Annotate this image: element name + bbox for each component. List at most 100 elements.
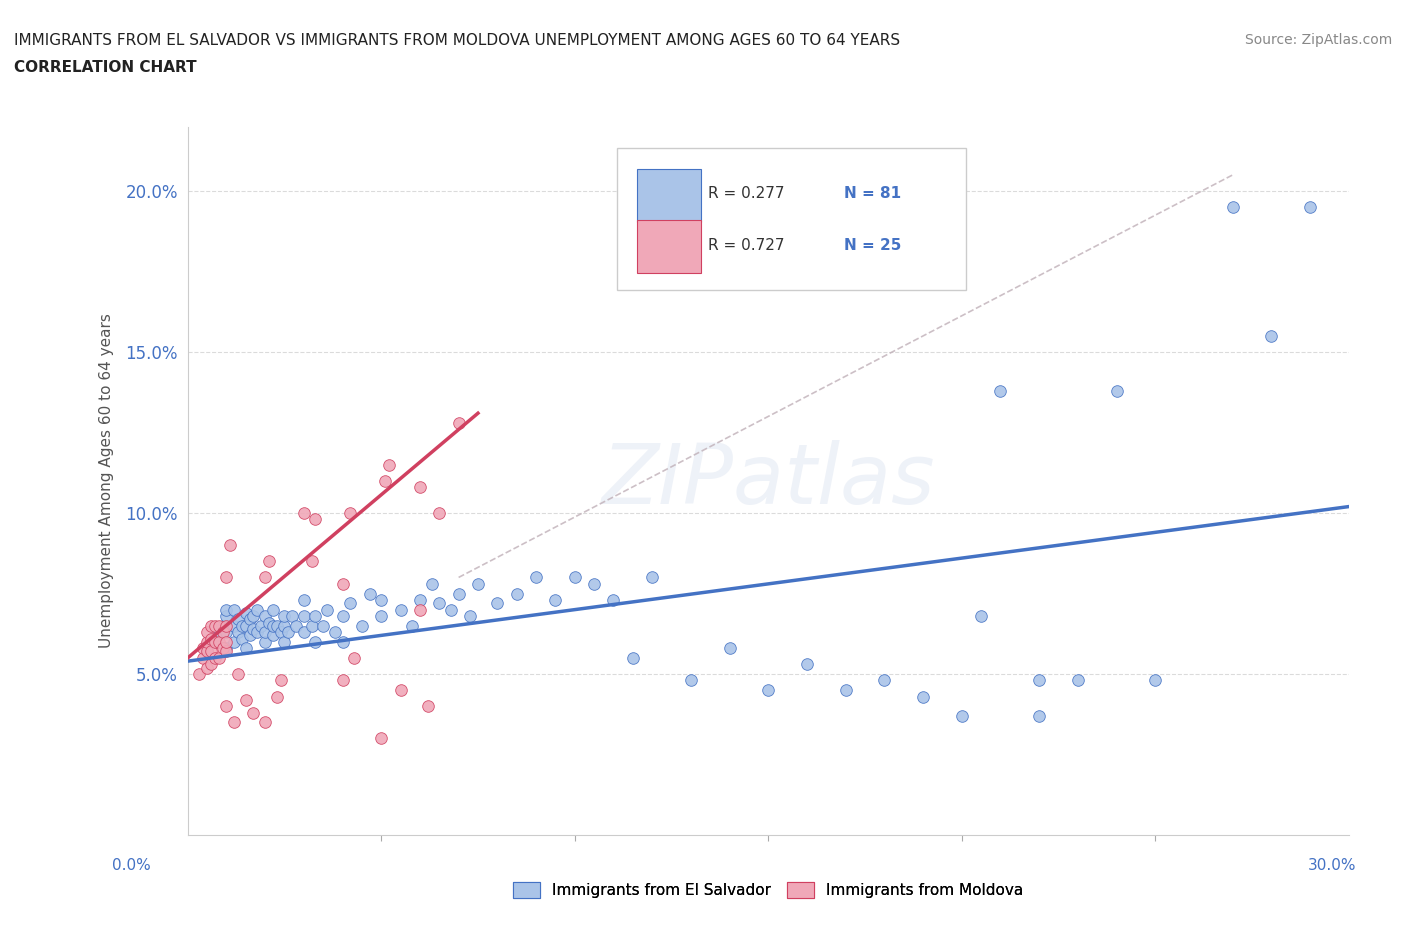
Point	[246, 603, 269, 618]
Point	[257, 615, 280, 630]
Point	[254, 625, 277, 640]
Point	[970, 608, 993, 623]
FancyBboxPatch shape	[637, 220, 702, 273]
Point	[370, 592, 392, 607]
Point	[211, 625, 233, 640]
Point	[224, 618, 246, 633]
Point	[359, 586, 381, 601]
Text: ZIPatlas: ZIPatlas	[602, 440, 935, 522]
Point	[389, 603, 412, 618]
Point	[204, 618, 226, 633]
Point	[215, 625, 238, 640]
Point	[420, 577, 443, 591]
Point	[239, 612, 262, 627]
Point	[235, 605, 257, 620]
Point	[374, 473, 396, 488]
Point	[208, 634, 231, 649]
Point	[756, 683, 779, 698]
Point	[416, 698, 439, 713]
Point	[1028, 709, 1050, 724]
Point	[339, 506, 361, 521]
Point	[332, 673, 354, 688]
Point	[215, 641, 238, 656]
Point	[1067, 673, 1090, 688]
Point	[219, 538, 242, 552]
Point	[208, 628, 231, 643]
Point	[447, 586, 470, 601]
Point	[200, 631, 222, 646]
Point	[292, 608, 315, 623]
Legend: Immigrants from El Salvador, Immigrants from Moldova: Immigrants from El Salvador, Immigrants …	[513, 883, 1024, 898]
Point	[215, 698, 238, 713]
Point	[226, 612, 249, 627]
Point	[409, 592, 432, 607]
Point	[292, 625, 315, 640]
Point	[285, 618, 308, 633]
Point	[266, 618, 288, 633]
Point	[458, 608, 481, 623]
Point	[208, 618, 231, 633]
Point	[215, 634, 238, 649]
Point	[250, 618, 273, 633]
Point	[215, 618, 238, 633]
Point	[266, 689, 288, 704]
Point	[796, 657, 818, 671]
Point	[1222, 200, 1244, 215]
Point	[211, 618, 233, 633]
Point	[215, 644, 238, 659]
Point	[224, 603, 246, 618]
Point	[544, 592, 567, 607]
Point	[950, 709, 973, 724]
Point	[215, 570, 238, 585]
Point	[273, 618, 295, 633]
Point	[409, 603, 432, 618]
Point	[583, 577, 606, 591]
Point	[332, 577, 354, 591]
Point	[447, 416, 470, 431]
Point	[505, 586, 527, 601]
Point	[226, 667, 249, 682]
Point	[834, 683, 856, 698]
Point	[1105, 383, 1128, 398]
Point	[301, 618, 323, 633]
Text: 30.0%: 30.0%	[1309, 857, 1357, 872]
Point	[235, 618, 257, 633]
Point	[312, 618, 335, 633]
Text: IMMIGRANTS FROM EL SALVADOR VS IMMIGRANTS FROM MOLDOVA UNEMPLOYMENT AMONG AGES 6: IMMIGRANTS FROM EL SALVADOR VS IMMIGRANT…	[14, 33, 900, 47]
Point	[304, 512, 326, 527]
Point	[254, 634, 277, 649]
Text: CORRELATION CHART: CORRELATION CHART	[14, 60, 197, 75]
Point	[873, 673, 896, 688]
Point	[378, 458, 401, 472]
Point	[231, 618, 253, 633]
Point	[292, 506, 315, 521]
Point	[679, 673, 702, 688]
Point	[370, 731, 392, 746]
FancyBboxPatch shape	[637, 169, 702, 222]
Point	[242, 705, 264, 720]
Point	[332, 608, 354, 623]
Point	[277, 625, 299, 640]
Point	[200, 644, 222, 659]
Point	[188, 667, 211, 682]
Point	[1299, 200, 1322, 215]
Point	[215, 603, 238, 618]
Point	[427, 596, 450, 611]
Point	[301, 554, 323, 569]
Point	[200, 657, 222, 671]
Point	[242, 608, 264, 623]
Point	[273, 634, 295, 649]
Point	[602, 592, 624, 607]
Point	[204, 634, 226, 649]
FancyBboxPatch shape	[617, 148, 966, 289]
Point	[254, 570, 277, 585]
Point	[200, 618, 222, 633]
Point	[440, 603, 463, 618]
Point	[1028, 673, 1050, 688]
Point	[304, 634, 326, 649]
Point	[332, 634, 354, 649]
Point	[990, 383, 1012, 398]
Point	[262, 603, 284, 618]
Y-axis label: Unemployment Among Ages 60 to 64 years: Unemployment Among Ages 60 to 64 years	[100, 313, 114, 648]
Point	[339, 596, 361, 611]
